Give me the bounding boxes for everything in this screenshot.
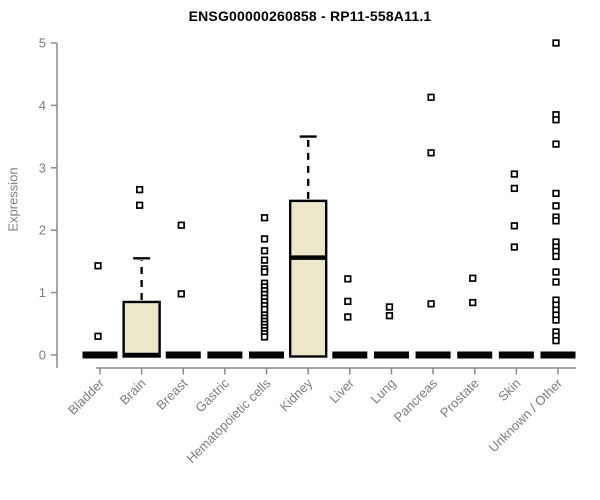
x-axis-label-prostate: Prostate <box>437 376 482 421</box>
boxplot-bladder <box>82 262 118 359</box>
x-axis-label-pancreas: Pancreas <box>391 375 441 425</box>
x-axis-label-brain: Brain <box>117 376 149 408</box>
y-tick-label: 3 <box>39 160 46 175</box>
outlier-point <box>552 252 560 261</box>
boxplot-liver <box>332 275 368 359</box>
outlier-point <box>94 332 102 340</box>
outlier-point <box>552 217 560 225</box>
y-tick-label: 1 <box>39 285 46 300</box>
outlier-point <box>260 305 269 314</box>
outlier-point <box>260 268 269 276</box>
x-axis-label-unknown-other: Unknown / Other <box>486 375 566 455</box>
outlier-point <box>552 116 560 124</box>
outlier-point <box>552 316 560 324</box>
zero-box <box>540 351 576 359</box>
zero-box <box>82 351 118 359</box>
outlier-point <box>260 235 269 243</box>
outlier-point <box>552 336 560 345</box>
chart-title: ENSG00000260858 - RP11-558A11.1 <box>188 8 432 24</box>
outlier-point <box>260 256 269 264</box>
y-tick-label: 5 <box>39 36 46 51</box>
outlier-point <box>510 184 519 193</box>
x-axis-label-bladder: Bladder <box>65 375 108 418</box>
outlier-point <box>94 262 102 270</box>
outlier-point <box>344 313 352 321</box>
x-axis-label-skin: Skin <box>495 376 523 404</box>
outlier-point <box>552 278 560 286</box>
outlier-point <box>552 189 560 198</box>
outlier-point <box>385 312 394 320</box>
outlier-point <box>177 290 185 298</box>
boxplot-brain <box>122 185 161 358</box>
outlier-point <box>385 303 394 311</box>
zero-box <box>373 351 409 359</box>
outlier-point <box>552 140 560 148</box>
boxplot-unknown-other <box>540 39 576 359</box>
outlier-point <box>469 298 477 307</box>
zero-box <box>165 351 201 359</box>
outlier-point <box>510 222 519 230</box>
boxplot-prostate <box>457 274 493 359</box>
boxplot-breast <box>165 221 201 359</box>
boxplot-kidney <box>288 135 328 358</box>
zero-box <box>249 351 285 359</box>
outlier-point <box>510 243 519 251</box>
x-axis-label-lung: Lung <box>368 376 399 407</box>
x-axis-label-liver: Liver <box>326 375 357 406</box>
outlier-point <box>427 300 435 308</box>
zero-box <box>415 351 451 359</box>
boxplot-lung <box>373 303 409 359</box>
outlier-point <box>135 185 144 194</box>
boxplot-hematopoietic-cells <box>249 214 285 359</box>
box <box>122 300 161 358</box>
outlier-point <box>469 274 477 282</box>
outlier-point <box>260 214 269 222</box>
y-tick-label: 0 <box>39 348 46 363</box>
outlier-point <box>427 149 435 157</box>
y-tick-label: 4 <box>39 98 46 113</box>
boxplot-gastric <box>207 351 243 359</box>
box <box>288 199 328 358</box>
boxplot-pancreas <box>415 93 451 359</box>
outlier-point <box>552 39 560 47</box>
outlier-point <box>510 170 519 178</box>
outlier-point <box>177 221 185 229</box>
boxplot-skin <box>498 170 534 359</box>
x-axis-label-gastric: Gastric <box>192 375 232 415</box>
zero-box <box>457 351 493 359</box>
y-tick-label: 2 <box>39 223 46 238</box>
zero-box <box>498 351 534 359</box>
outlier-point <box>260 333 269 341</box>
outlier-point <box>344 275 352 283</box>
zero-box <box>332 351 368 359</box>
x-axis-label-breast: Breast <box>153 375 190 412</box>
zero-box <box>207 351 243 359</box>
outlier-point <box>552 268 560 276</box>
outlier-point <box>344 297 352 305</box>
outlier-point <box>552 202 560 210</box>
x-axis-label-kidney: Kidney <box>277 375 316 414</box>
outlier-point <box>427 93 435 101</box>
outlier-point <box>135 201 144 209</box>
outlier-point <box>260 247 269 255</box>
